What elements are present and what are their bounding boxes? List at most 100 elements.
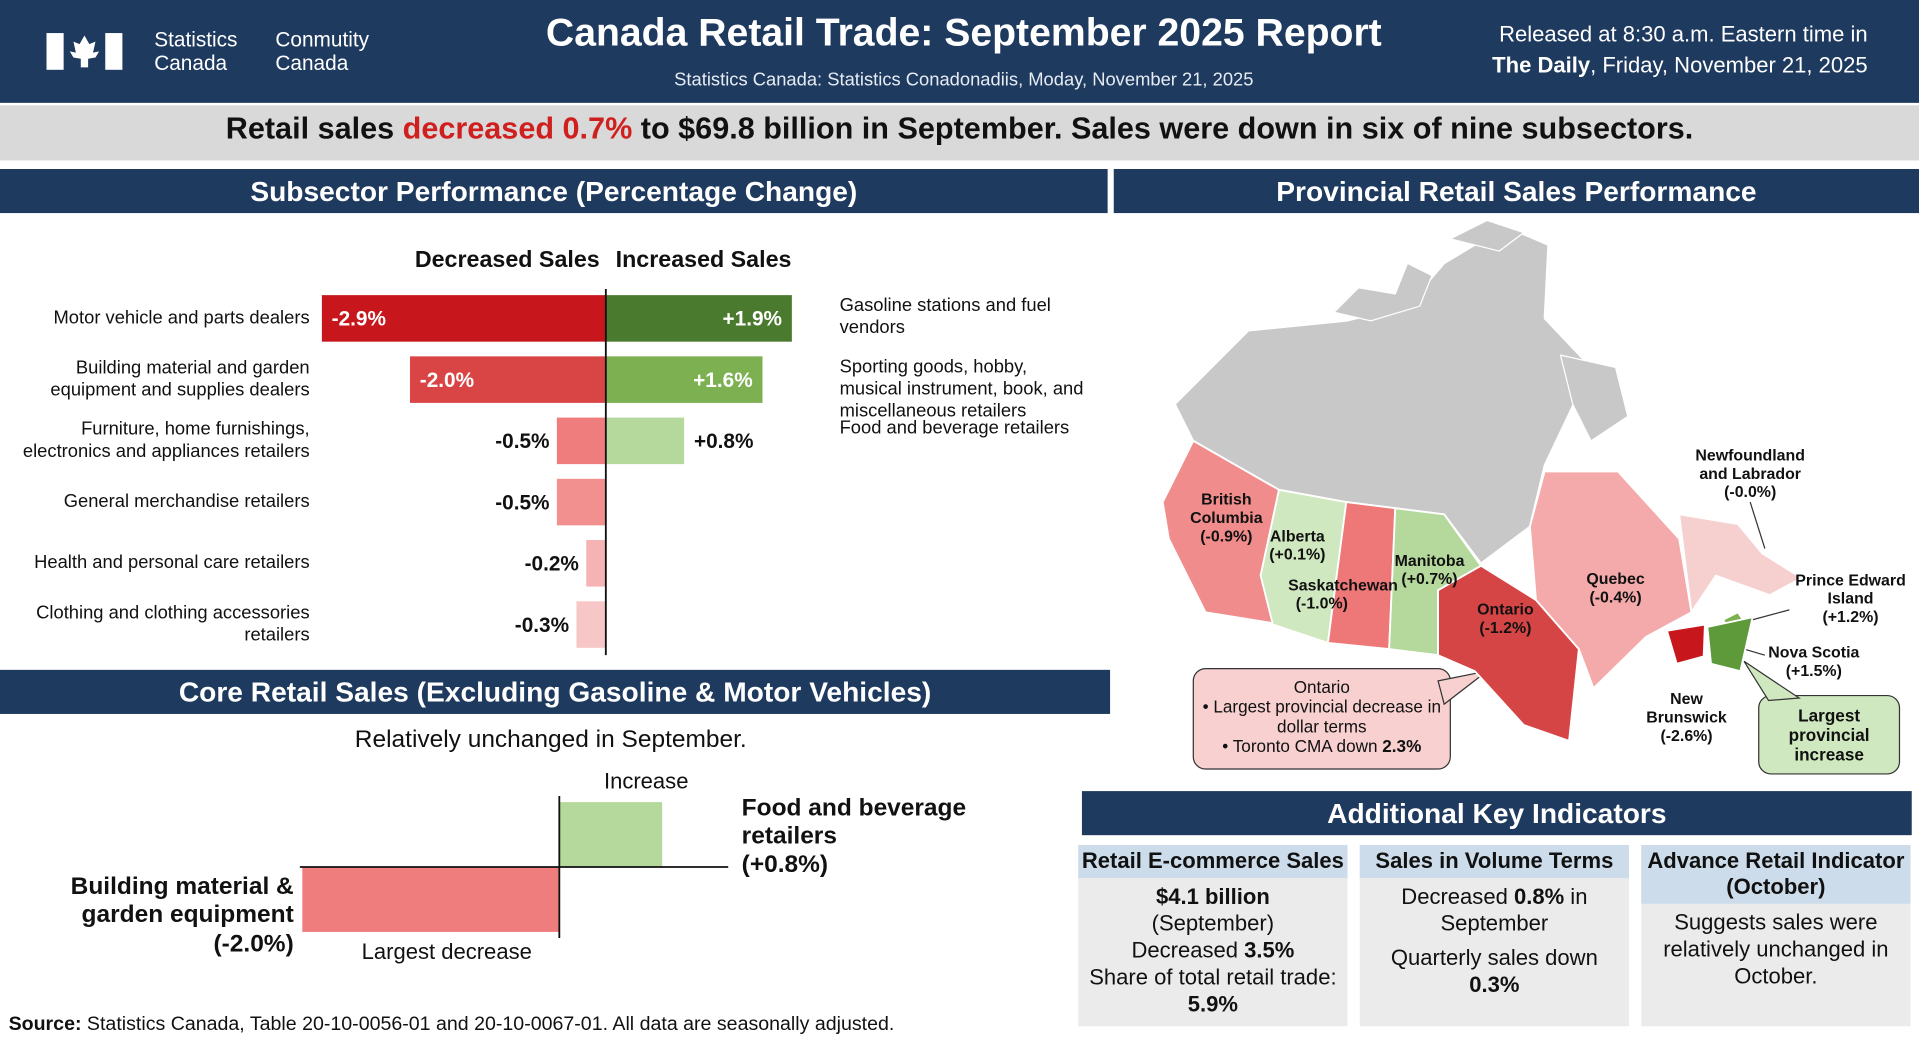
callout-pointer xyxy=(1437,670,1488,706)
release-text: The Daily, Friday, November 21, 2025 xyxy=(1492,53,1868,79)
section-header: Provincial Retail Sales Performance xyxy=(1113,168,1919,214)
value-label: +0.8% xyxy=(694,430,754,453)
province-name: Prince Edward Island xyxy=(1795,570,1906,608)
value-label: -0.5% xyxy=(495,491,549,514)
logo-leaf xyxy=(69,35,100,68)
annotation: Increase xyxy=(603,769,689,794)
province-label: Saskatchewan (-1.0%) xyxy=(1288,575,1398,613)
province-label: Manitoba (+0.7%) xyxy=(1390,551,1470,588)
note-title: Ontario xyxy=(1293,677,1350,697)
annotation: Largest decrease xyxy=(361,939,532,964)
bar xyxy=(302,867,560,932)
release-part: The Daily xyxy=(1492,52,1591,78)
card-line: Decreased 3.5% xyxy=(1086,937,1341,964)
bar xyxy=(556,478,606,526)
value-label: (-2.0%) xyxy=(213,930,294,958)
province-value: (-2.6%) xyxy=(1660,726,1713,745)
axis-label: Increased Sales xyxy=(615,247,792,274)
indicator-card: Sales in Volume Terms Decreased 0.8% in S… xyxy=(1359,844,1630,1027)
province-label: Ontario (-1.2%) xyxy=(1469,600,1542,637)
chart-subtitle: Relatively unchanged in September. xyxy=(354,726,747,754)
value-label: -2.0% xyxy=(420,369,474,392)
headline-part: decreased 0.7% xyxy=(402,111,633,146)
increase-note: Largest provincial increase xyxy=(1788,705,1870,765)
province-value: (+0.1%) xyxy=(1269,544,1326,564)
pointer-line xyxy=(1749,501,1766,549)
category-label: Health and personal care retailers xyxy=(34,552,310,574)
province-value: (+1.5%) xyxy=(1785,661,1842,680)
card-body: $4.1 billion (September) Decreased 3.5% Sha… xyxy=(1078,878,1347,1023)
province-name: Manitoba xyxy=(1394,551,1465,570)
card-title: Advance Retail Indicator (October) xyxy=(1641,844,1911,904)
card-text: 3.5% xyxy=(1244,938,1295,963)
category-label: Food and beverage retailers xyxy=(839,417,1070,439)
card-body: Decreased 0.8% in September Quarterly sal… xyxy=(1360,878,1629,1010)
province-name: Nova Scotia xyxy=(1768,642,1860,662)
callout-pointer xyxy=(1743,660,1801,702)
province-name: New Brunswick xyxy=(1646,689,1727,727)
card-line: Decreased 0.8% in September xyxy=(1367,883,1622,937)
province-label: Nova Scotia (+1.5%) xyxy=(1759,643,1869,680)
value-label: (+0.8%) xyxy=(741,851,829,879)
province-name: Quebec xyxy=(1586,569,1645,588)
report-title: Canada Retail Trade: September 2025 Repo… xyxy=(545,9,1382,54)
bar xyxy=(576,601,606,648)
indicator-card: Advance Retail Indicator (October) Sugges… xyxy=(1641,844,1911,1027)
province-value: (+0.7%) xyxy=(1401,569,1458,588)
header-bar xyxy=(0,0,1919,103)
card-line: $4.1 billion xyxy=(1086,883,1341,910)
bullet-text: Largest provincial decrease in dollar te… xyxy=(1213,696,1442,736)
baffin-island xyxy=(1559,354,1629,442)
province-label: Alberta (+0.1%) xyxy=(1261,527,1334,564)
ontario-callout xyxy=(1192,668,1451,770)
headline-bar xyxy=(0,105,1919,161)
category-label: Clothing and clothing accessories retail… xyxy=(36,602,310,646)
bullet-text: Toronto CMA down xyxy=(1232,735,1383,756)
org-name: Statistics xyxy=(154,28,238,52)
province-label: Newfoundland and Labrador (-0.0%) xyxy=(1683,446,1818,501)
value-label: -0.5% xyxy=(495,430,549,453)
province-name: Saskatchewan xyxy=(1288,575,1398,594)
province-name: Alberta xyxy=(1269,526,1325,545)
value-label: +1.6% xyxy=(693,369,753,392)
card-line: Quarterly sales down 0.3% xyxy=(1367,944,1622,998)
province-name: Newfoundland and Labrador xyxy=(1695,445,1805,483)
province-label: New Brunswick (-2.6%) xyxy=(1638,689,1736,744)
bar xyxy=(410,356,606,403)
card-line: Share of total retail trade: xyxy=(1086,964,1341,991)
org-name: Canada xyxy=(154,51,228,75)
logo-bar xyxy=(46,33,64,70)
bar xyxy=(605,417,685,465)
axis-label: Decreased Sales xyxy=(414,247,600,274)
category-label: General merchandise retailers xyxy=(63,491,310,512)
source-part: Source: xyxy=(8,1013,82,1035)
section-header: Core Retail Sales (Excluding Gasoline & … xyxy=(0,669,1111,714)
bullet-text: 2.3% xyxy=(1382,735,1422,756)
card-text: (September) xyxy=(1151,911,1275,936)
province-name: Ontario xyxy=(1477,600,1534,619)
headline: Retail sales decreased 0.7% to $69.8 bil… xyxy=(0,111,1919,147)
ontario-note: Ontario • Largest provincial decrease in … xyxy=(1199,677,1444,755)
card-text: Suggests sales were relatively unchanged… xyxy=(1663,909,1889,989)
release-text: Released at 8:30 a.m. Eastern time in xyxy=(1499,22,1868,47)
bar xyxy=(556,417,606,465)
org-name: Canada xyxy=(275,51,349,75)
card-title: Sales in Volume Terms xyxy=(1359,844,1630,879)
province-label: Quebec (-0.4%) xyxy=(1579,569,1652,606)
card-text: Decreased xyxy=(1401,884,1514,909)
card-text: $4.1 billion xyxy=(1155,884,1270,909)
province-label: British Columbia (-0.9%) xyxy=(1184,490,1270,545)
source-note: Source: Statistics Canada, Table 20-10-0… xyxy=(9,1014,895,1036)
bar xyxy=(605,356,763,403)
note-bullet: • Toronto CMA down 2.3% xyxy=(1222,735,1422,756)
bar xyxy=(321,295,606,342)
card-text: 0.8% xyxy=(1513,884,1565,909)
card-text: Decreased xyxy=(1131,938,1245,963)
card-text: in September xyxy=(1440,884,1588,936)
card-text: 0.3% xyxy=(1469,972,1520,997)
province-value: (-1.0%) xyxy=(1295,593,1348,613)
value-label: -2.9% xyxy=(332,308,386,331)
province xyxy=(1678,513,1804,615)
